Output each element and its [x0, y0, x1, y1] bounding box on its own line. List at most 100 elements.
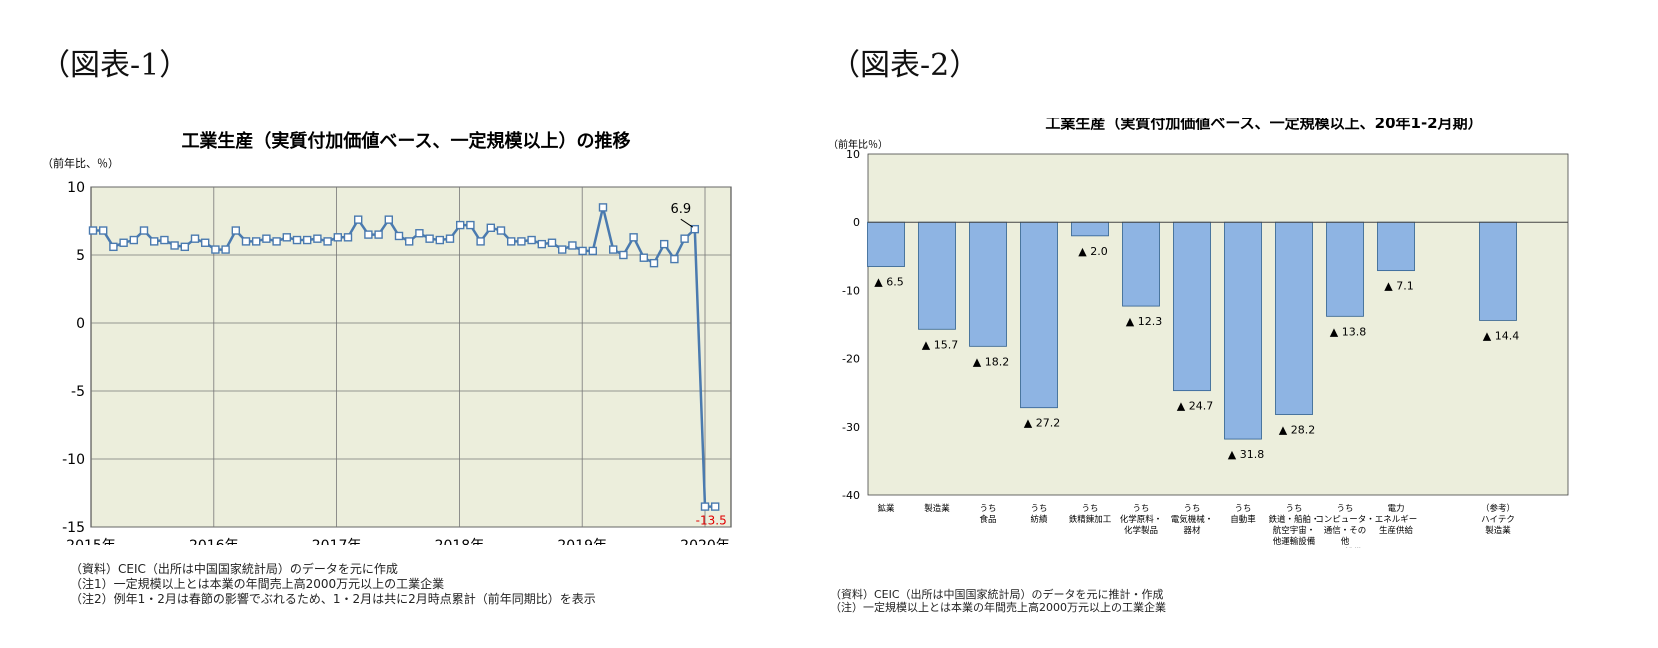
- chart2-category-label: うち: [1234, 504, 1251, 514]
- chart2-category-label: 紡績: [1030, 514, 1048, 525]
- chart1-data-point: [405, 237, 414, 246]
- chart1-y-tick-label: 0: [76, 316, 85, 332]
- chart2-bars: [867, 221, 1517, 440]
- chart2-category-label: 通信・その: [1324, 525, 1367, 536]
- chart2-data-label: ▲ 14.4: [1483, 329, 1519, 342]
- chart2-category-label: うち: [1030, 504, 1047, 514]
- chart1-annotations: 6.9 -13.5: [670, 202, 726, 527]
- chart2-category-label: うち: [1132, 504, 1149, 514]
- chart1-data-point: [568, 241, 577, 250]
- chart1-data-point: [547, 238, 557, 247]
- chart2-category-label: 鉄道・船舶・: [1268, 514, 1319, 525]
- chart1-data-point: [415, 229, 424, 238]
- chart2-category-label: 自動車: [1230, 514, 1256, 525]
- chart1-data-point: [221, 245, 230, 254]
- chart1-x-tick-label: 2018年: [435, 538, 485, 545]
- chart2-data-label: ▲ 15.7: [922, 338, 958, 351]
- chart2-bar: [1020, 221, 1058, 409]
- chart1-note-2: （注2）例年1・2月は春節の影響でぶれるため、1・2月は共に2月時点累計（前年同…: [70, 592, 596, 606]
- chart2-note-1: （注）一定規模以上とは本業の年間売上高2000万元以上の工業企業: [830, 601, 1166, 614]
- chart1-notes: （資料）CEIC（出所は中国国家統計局）のデータを元に作成 （注1）一定規模以上…: [70, 562, 596, 607]
- chart2-category-label: うち: [1336, 504, 1353, 514]
- chart1-data-point: [384, 215, 393, 224]
- chart2-category-label: 電力: [1387, 503, 1404, 514]
- chart1-data-point: [200, 238, 210, 247]
- chart2-bar: [1275, 221, 1313, 415]
- chart1-y-axis-label: （前年比、％）: [42, 156, 119, 170]
- chart1-data-point: [700, 502, 710, 511]
- chart2-category-label: うち: [1183, 504, 1200, 514]
- chart1-note-1: （注1）一定規模以上とは本業の年間売上高2000万元以上の工業企業: [70, 577, 445, 591]
- chart1-data-point: [649, 258, 659, 268]
- chart2-y-tick-label: 10: [846, 148, 860, 161]
- chart2-notes: （資料）CEIC（出所は中国国家統計局）のデータを元に推計・作成 （注）一定規模…: [830, 588, 1166, 614]
- chart1-data-point: [129, 235, 139, 245]
- chart2-category-label: コンピュータ・: [1315, 515, 1375, 525]
- chart1-data-point: [394, 231, 404, 241]
- chart2-data-label: ▲ 28.2: [1279, 424, 1315, 437]
- chart1-data-point: [456, 220, 465, 230]
- chart1-data-point: [231, 226, 241, 235]
- chart2-data-labels: ▲ 6.5 ▲ 15.7 ▲ 18.2 ▲ 27.2 ▲ 2.0 ▲ 12.3 ▲ 24.7…: [874, 245, 1519, 461]
- chart2-bar: [1377, 221, 1415, 272]
- chart1-y-tick-label: 10: [67, 180, 85, 196]
- chart1-series: [88, 203, 720, 511]
- chart2-category-label: うち: [1081, 504, 1098, 514]
- chart2-data-label: ▲ 12.3: [1126, 315, 1162, 328]
- chart1-data-point: [680, 234, 689, 243]
- chart1-title: 工業生産（実質付加価値ベース、一定規模以上）の推移: [181, 130, 630, 152]
- chart1-data-point: [588, 246, 597, 256]
- chart1-x-tick-label: 2016年: [189, 538, 239, 545]
- chart1-data-point: [303, 235, 312, 245]
- chart1-x-ticks: 2015年 2016年 2017年 2018年 2019年 2020年: [66, 538, 730, 545]
- chart2-bar: [1224, 221, 1262, 440]
- chart1-note-source: （資料）CEIC（出所は中国国家統計局）のデータを元に作成: [70, 562, 398, 576]
- chart1-data-point: [272, 237, 281, 246]
- chart2-category-label: 器材: [1183, 525, 1201, 536]
- chart2-category-label: 他運輸設備: [1273, 536, 1316, 547]
- chart1-data-point: [517, 237, 526, 246]
- chart2-data-label: ▲ 7.1: [1384, 280, 1413, 293]
- chart2-category-label: 鉄精錬加工: [1069, 514, 1112, 525]
- chart1-data-point: [527, 235, 536, 245]
- chart1-data-point: [119, 238, 128, 247]
- chart2-category-label: ハイテク: [1481, 515, 1515, 525]
- chart2-data-label: ▲ 2.0: [1078, 245, 1107, 258]
- chart1-gridlines: [91, 186, 731, 528]
- chart2-y-tick-label: -20: [842, 353, 860, 366]
- chart2-category-label: エネルギー: [1375, 515, 1418, 525]
- chart2-bar: [867, 221, 905, 267]
- chart1-data-point: [476, 237, 485, 246]
- chart1-annotation-6-9: 6.9: [670, 202, 691, 217]
- chart1-data-point: [598, 203, 608, 212]
- chart1-data-point: [211, 245, 220, 254]
- chart2-bar: [1326, 221, 1364, 317]
- chart1-data-point: [292, 235, 302, 245]
- chart1-data-point: [313, 234, 322, 243]
- chart1-data-point: [343, 233, 353, 242]
- chart1-data-point: [496, 226, 506, 235]
- chart1-data-point: [486, 223, 495, 233]
- chart2-data-label: ▲ 18.2: [973, 355, 1009, 368]
- chart2-y-ticks: 10 0 -10 -20 -30 -40: [842, 148, 860, 502]
- chart2-category-label: 電気機械・: [1171, 514, 1214, 525]
- chart1-x-tick-label: 2019年: [557, 538, 607, 545]
- chart1-data-point: [639, 253, 648, 262]
- chart1-data-point: [507, 237, 516, 246]
- chart1-y-tick-label: 5: [76, 248, 85, 264]
- chart1-data-point: [364, 230, 373, 239]
- chart2-category-label: （参考）: [1481, 503, 1515, 514]
- chart2-y-axis-label: （前年比％）: [828, 138, 888, 151]
- chart1-y-tick-label: -5: [71, 384, 85, 400]
- chart1-data-point: [180, 242, 190, 252]
- chart1-data-point: [629, 233, 638, 242]
- chart1-data-point: [619, 250, 628, 260]
- chart2-bar: [1479, 221, 1517, 321]
- chart1-data-point: [690, 224, 699, 234]
- chart1-data-point: [374, 230, 383, 239]
- chart2-bar: [1173, 221, 1211, 392]
- chart1-data-point: [170, 241, 179, 250]
- chart1-data-point: [558, 245, 567, 254]
- panel-1-label: （図表-1）: [40, 48, 190, 83]
- chart1-y-ticks: 10 5 0 -5 -10 -15: [62, 180, 85, 536]
